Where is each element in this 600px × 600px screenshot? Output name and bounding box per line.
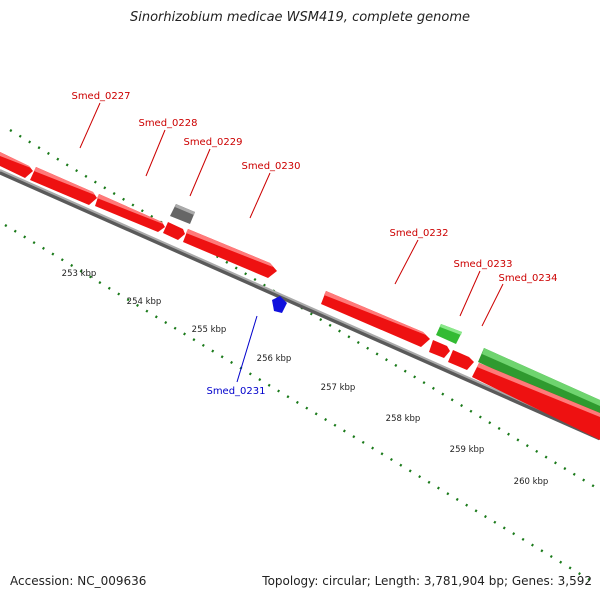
scale-tick-257: 257 kbp — [321, 383, 356, 393]
upper-dotted-scale — [9, 128, 600, 492]
length-label: Length: — [374, 574, 421, 588]
gene-shape-smed-0228[interactable] — [95, 194, 165, 232]
scale-tick-259: 259 kbp — [450, 445, 485, 455]
scale-tick-253: 253 kbp — [62, 269, 97, 279]
topology-value: circular — [322, 574, 367, 588]
lower-dotted-scale — [4, 223, 591, 582]
gene-label-smed-0232[interactable]: Smed_0232 — [389, 228, 448, 239]
leader-lines — [79, 102, 504, 383]
gene-label-smed-0233[interactable]: Smed_0233 — [453, 259, 512, 270]
gene-label-smed-0227[interactable]: Smed_0227 — [71, 91, 130, 102]
scale-tick-255: 255 kbp — [192, 325, 227, 335]
gene-shape-smed-0227[interactable] — [30, 167, 97, 205]
accession-info: Accession: NC_009636 — [10, 574, 146, 588]
map-title: Sinorhizobium medicae WSM419, complete g… — [129, 10, 471, 25]
topology-label: Topology: — [262, 574, 319, 588]
gene-label-smed-0234[interactable]: Smed_0234 — [498, 273, 557, 284]
gene-shape-smed-0231[interactable] — [272, 296, 287, 313]
scale-tick-256: 256 kbp — [257, 354, 292, 364]
gene-shape-smed-0232[interactable] — [321, 291, 430, 347]
genome-summary: Topology: circular; Length: 3,781,904 bp… — [262, 574, 592, 588]
genes-value: 3,592 — [557, 574, 592, 588]
gene-shape-smed-0226[interactable] — [0, 152, 33, 178]
scale-tick-260: 260 kbp — [514, 477, 549, 487]
scale-tick-258: 258 kbp — [386, 414, 421, 424]
gene-shape-smed-0233b[interactable] — [448, 350, 474, 370]
gene-label-smed-0229[interactable]: Smed_0229 — [183, 137, 242, 148]
genes-label: Genes: — [511, 574, 554, 588]
gene-shape-smed-0234[interactable] — [472, 363, 600, 440]
gene-shape-smed-0230-small[interactable] — [163, 222, 185, 240]
gene-shape-smed-0229[interactable] — [170, 204, 195, 224]
accession-value: NC_009636 — [77, 574, 147, 588]
gene-shape-smed-0233-red[interactable] — [429, 340, 450, 358]
scale-tick-254: 254 kbp — [127, 297, 162, 307]
gene-shape-smed-0230[interactable] — [183, 229, 277, 278]
gene-label-smed-0228[interactable]: Smed_0228 — [138, 118, 197, 129]
gene-shape-smed-0233[interactable] — [436, 324, 462, 344]
length-value: 3,781,904 bp — [423, 574, 504, 588]
accession-label: Accession: — [10, 574, 74, 588]
genome-backbone — [0, 169, 600, 441]
gene-label-smed-0230[interactable]: Smed_0230 — [241, 161, 300, 172]
gene-label-smed-0231[interactable]: Smed_0231 — [206, 386, 265, 397]
